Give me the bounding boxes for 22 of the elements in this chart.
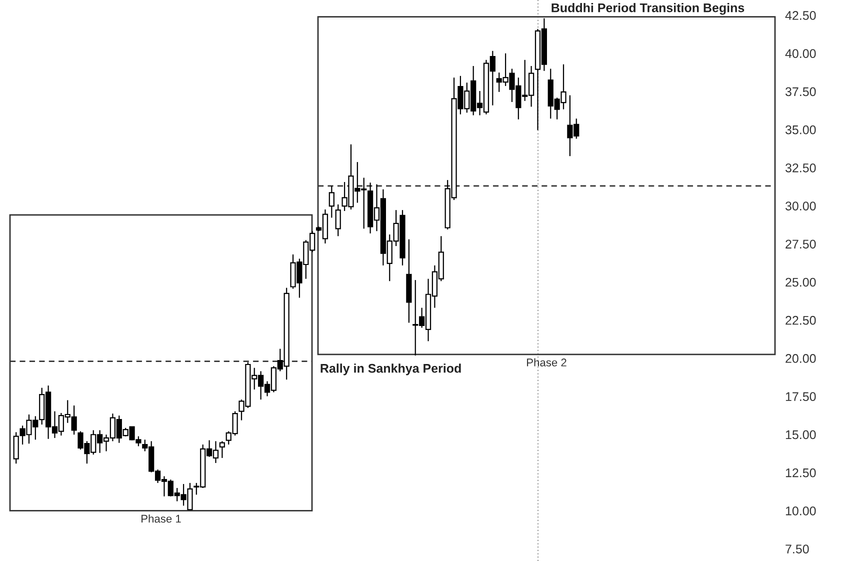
y-tick-label: 40.00	[785, 49, 816, 58]
y-tick-label: 25.00	[786, 278, 816, 287]
y-tick-label: 22.50	[786, 316, 816, 325]
y-tick-label: 10.00	[786, 506, 816, 516]
annotation: Rally in Sankhya Period	[320, 364, 461, 376]
candlestick	[219, 440, 225, 458]
annotation: Phase 2	[527, 358, 566, 366]
candlestick	[335, 204, 341, 237]
y-tick-label: 12.50	[786, 468, 816, 478]
y-tick-label: 17.50	[786, 392, 816, 402]
annotation: Buddhi Period Transition Begins	[552, 3, 744, 15]
candlestick	[328, 185, 334, 218]
y-tick-label: 15.00	[786, 430, 816, 440]
y-tick-label: 42.50	[785, 11, 816, 20]
y-tick-label: 35.00	[785, 125, 816, 134]
y-tick-label: 27.50	[786, 240, 816, 249]
y-tick-label: 30.00	[785, 202, 816, 210]
y-tick-label: 32.50	[785, 163, 816, 172]
y-tick-label: 37.50	[785, 87, 816, 96]
annotation: Phase 1	[142, 514, 181, 523]
y-tick-label: 20.00	[786, 354, 816, 363]
y-tick-label: 7.50	[786, 544, 809, 554]
